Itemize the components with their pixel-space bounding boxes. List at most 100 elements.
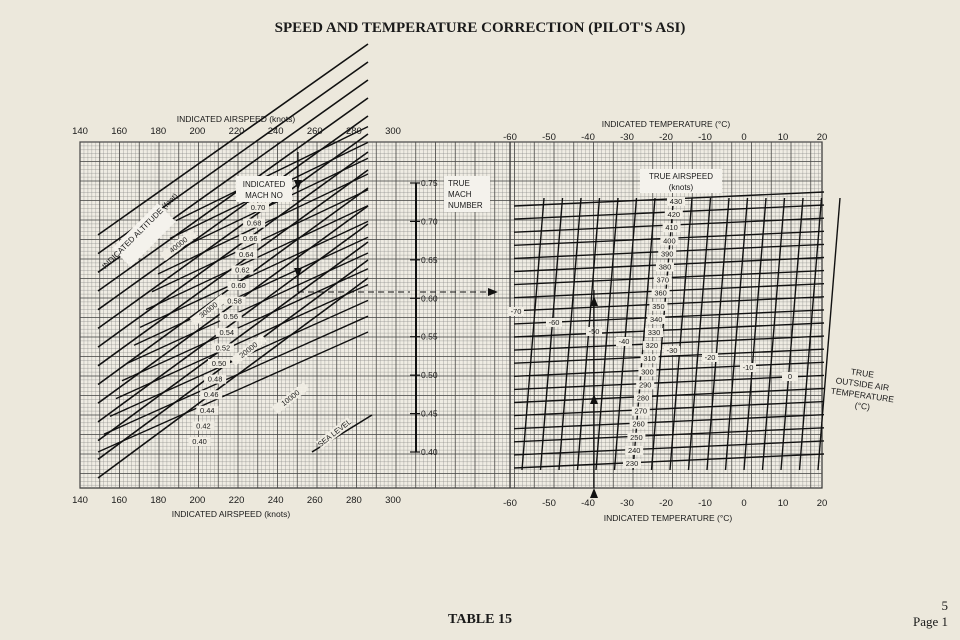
table-caption: TABLE 15 <box>448 612 512 627</box>
tick-label-airspeed-top: 160 <box>111 126 127 137</box>
tas-label-bg <box>625 445 644 455</box>
true-airspeed-label: 320 <box>646 341 659 350</box>
chart-labels: 1401401601601801802002002202202402402602… <box>72 114 895 523</box>
oat-label-bg <box>664 346 680 355</box>
mach-curve <box>97 331 369 453</box>
true-mach-tick-label: 0.40 <box>421 447 438 457</box>
outside-temp-line <box>595 197 619 471</box>
oat-label-bg <box>546 318 562 327</box>
tas-label-bg <box>667 197 685 206</box>
outside-temp-line <box>761 197 786 471</box>
tas-label-bg <box>629 419 648 429</box>
true-airspeed-label: 250 <box>630 433 643 442</box>
true-oat-label: -60 <box>549 318 560 327</box>
true-airspeed-label: 270 <box>635 407 648 416</box>
outside-temp-line <box>613 197 638 471</box>
outside-temp-line <box>724 197 749 471</box>
indicated-mach-label: 0.42 <box>196 421 211 430</box>
true-airspeed-label: 240 <box>628 446 641 455</box>
true-airspeed-line <box>513 296 825 312</box>
tick-label-temp-bottom: -50 <box>542 498 556 509</box>
true-mach-tick-label: 0.65 <box>421 255 438 265</box>
outside-temp-line <box>539 197 564 471</box>
true-airspeed-line <box>513 322 825 338</box>
outside-temp-line <box>817 197 841 471</box>
altitude-curve <box>97 241 369 442</box>
indicated-mach-label: 0.50 <box>212 359 227 368</box>
true-airspeed-line <box>513 400 825 417</box>
mach-label-bg <box>196 405 219 415</box>
true-oat-title-line: TRUE <box>850 366 875 379</box>
tas-label-bg <box>647 314 666 324</box>
true-mach-title-line-2: MACH <box>448 190 472 199</box>
altitude-label-bg <box>229 334 267 366</box>
mach-label-bg <box>227 281 250 290</box>
tick-label-temp-bottom: -30 <box>620 498 634 509</box>
mach-title-line-1: INDICATED <box>243 180 286 189</box>
true-airspeed-label: 350 <box>652 302 665 311</box>
tick-label-temp-top: -50 <box>542 132 556 143</box>
tick-label-airspeed-bottom: 280 <box>346 495 362 506</box>
tick-label-temp-top: -40 <box>581 132 595 143</box>
altitude-label-bg <box>159 229 197 261</box>
true-airspeed-label: 330 <box>648 328 661 337</box>
tas-label-bg <box>638 367 657 377</box>
tick-label-airspeed-bottom: 240 <box>268 495 284 506</box>
tick-label-temp-top: 20 <box>817 132 828 143</box>
mach-label-bg <box>204 374 227 384</box>
true-oat-label: -10 <box>743 363 754 372</box>
indicated-mach-label: 0.60 <box>231 281 246 290</box>
altitude-curve <box>97 133 369 330</box>
tas-title-bg <box>640 169 722 193</box>
tick-label-temp-bottom: 10 <box>778 498 789 509</box>
tick-label-temp-top: 10 <box>778 132 789 143</box>
oat-label-bg <box>508 307 524 316</box>
true-airspeed-label: 430 <box>670 197 683 206</box>
altitude-label-bg <box>271 382 309 414</box>
page-title: SPEED AND TEMPERATURE CORRECTION (PILOT'… <box>274 20 686 36</box>
indicated-mach-label: 0.68 <box>247 219 262 228</box>
indicated-mach-label: 0.64 <box>239 250 254 259</box>
oat-label-bg <box>782 372 798 381</box>
true-airspeed-label: 420 <box>668 210 681 219</box>
tick-label-temp-bottom: 20 <box>817 498 828 509</box>
indicated-mach-label: 0.40 <box>192 437 207 446</box>
example-arrow-6 <box>590 296 598 306</box>
tas-title-line-2: (knots) <box>669 183 694 192</box>
altitude-label-bg <box>315 417 353 449</box>
true-mach-scale: 0.75 0.70 0.65 0.60 0.55 0.50 0.45 0.40 TRUE MACH… <box>410 176 498 457</box>
true-airspeed-label: 390 <box>661 249 674 258</box>
mach-curve <box>103 315 369 435</box>
outside-temp-line <box>706 197 730 471</box>
true-airspeed-line <box>513 361 825 377</box>
true-airspeed-label: 380 <box>659 263 672 272</box>
true-mach-tick-label: 0.75 <box>421 178 438 188</box>
mach-label-bg <box>231 265 254 275</box>
altitude-curve <box>97 151 369 348</box>
tick-label-airspeed-top: 180 <box>150 126 166 137</box>
true-mach-tick-label: 0.70 <box>421 216 438 226</box>
altitude-curve <box>97 223 369 423</box>
true-oat-label: -40 <box>619 337 630 346</box>
true-airspeed-label: 340 <box>650 315 663 324</box>
mach-label-bg <box>235 249 258 259</box>
mach-label-bg <box>223 296 246 306</box>
oat-label-bg <box>740 363 756 372</box>
true-mach-tick-label: 0.45 <box>421 409 438 419</box>
true-airspeed-line <box>513 387 825 404</box>
true-airspeed-line <box>513 440 825 456</box>
true-airspeed-label: 360 <box>654 289 667 298</box>
true-oat-label: -70 <box>511 307 522 316</box>
tick-label-airspeed-bottom: 160 <box>111 495 127 506</box>
tick-label-temp-bottom: -20 <box>659 498 673 509</box>
mach-label-bg <box>215 327 238 337</box>
mach-label-bg <box>219 312 242 322</box>
outside-temp-line <box>558 197 582 471</box>
tas-label-bg <box>649 301 668 311</box>
indicated-mach-label: 0.54 <box>219 328 234 337</box>
tick-label-airspeed-bottom: 300 <box>385 495 401 506</box>
true-airspeed-line <box>513 335 825 351</box>
tick-label-airspeed-top: 260 <box>307 126 323 137</box>
tick-label-temp-top: -60 <box>503 132 517 143</box>
page-number-value: 5 <box>941 598 949 613</box>
